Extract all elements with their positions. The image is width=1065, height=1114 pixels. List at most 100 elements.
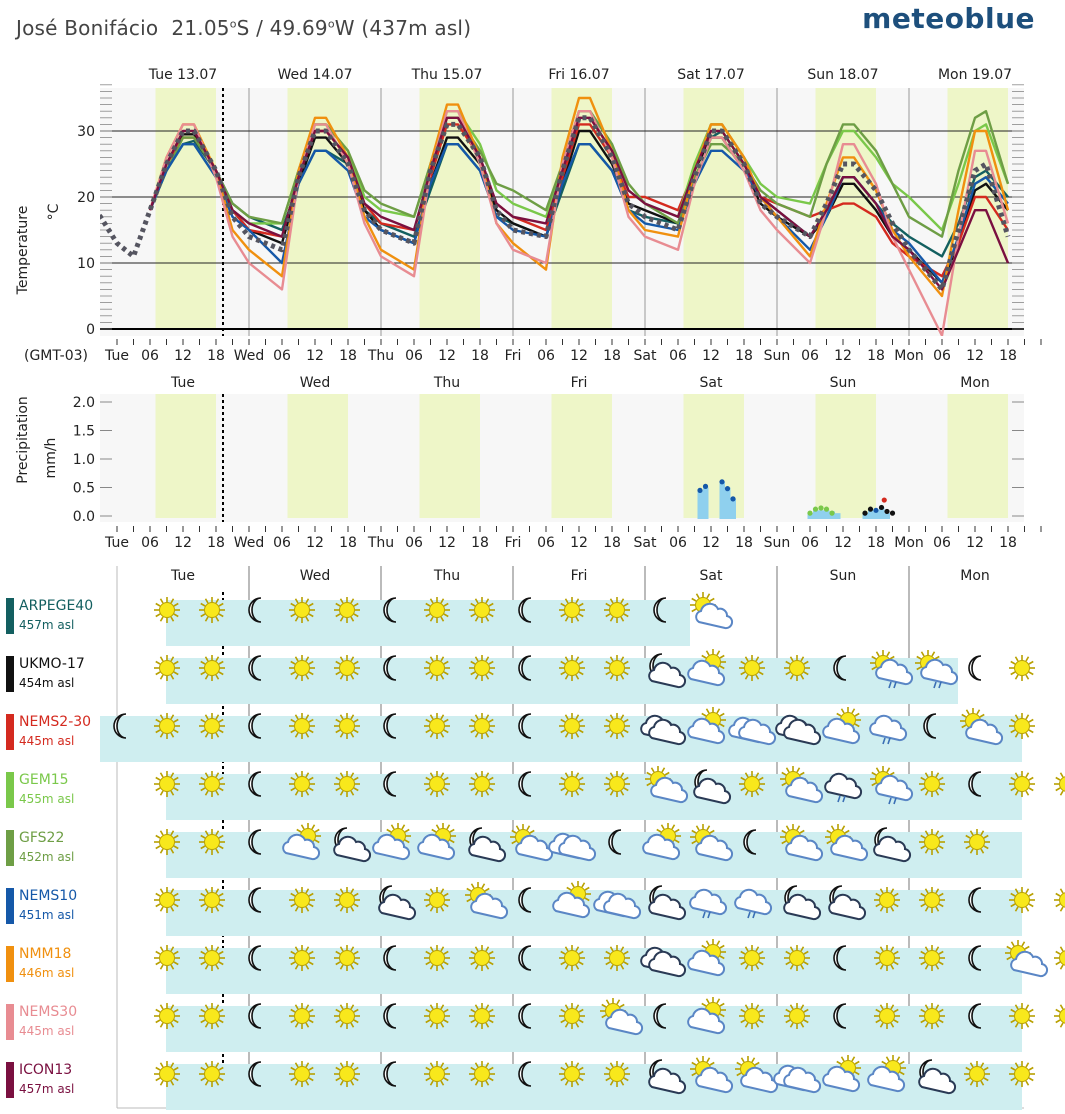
sun-ray xyxy=(159,598,164,604)
sunCloud-icon xyxy=(960,708,1004,746)
sun-ray xyxy=(350,1022,355,1028)
sun-ray xyxy=(314,839,320,844)
sun-ray xyxy=(691,840,697,845)
sun-ray xyxy=(751,1057,756,1063)
temperature-series-nems30 xyxy=(148,110,1010,336)
moon-icon xyxy=(248,1061,262,1087)
sun-ray xyxy=(335,613,341,618)
model-row-arpege40: ARPEGE40 457m asl xyxy=(6,592,734,646)
sun-ray xyxy=(564,1022,569,1028)
model-row-nems2-30: NEMS2-30 445m asl xyxy=(6,707,1035,762)
sun-ray xyxy=(564,616,569,622)
meteoblue-logo[interactable]: meteoblue xyxy=(862,2,1035,35)
sun-ray xyxy=(440,906,445,912)
precipitation-axis-label: Precipitation xyxy=(15,396,31,484)
sunCloud-icon xyxy=(780,766,824,804)
sun-ray xyxy=(983,1077,989,1082)
axis-hour-label: 06 xyxy=(405,348,423,364)
sun-ray xyxy=(609,656,614,662)
sun-ray xyxy=(755,790,760,796)
sun-ray xyxy=(353,718,359,723)
sun-ray xyxy=(796,767,801,773)
sun-icon xyxy=(1054,1004,1065,1028)
precipitation-dot xyxy=(697,487,703,493)
sun-ray xyxy=(1028,1077,1034,1082)
sun-ray xyxy=(609,714,614,720)
sun-ray xyxy=(1025,772,1030,778)
sun-ray xyxy=(851,708,856,714)
sun-ray xyxy=(744,656,749,662)
sun-ray xyxy=(204,1022,209,1028)
sun-ray xyxy=(1025,1022,1030,1028)
sun-ray xyxy=(920,651,925,657)
axis-day-label: Thu xyxy=(367,535,394,551)
cloud-shape xyxy=(378,893,417,921)
sun-ray xyxy=(1010,718,1016,723)
precipitation-bar xyxy=(862,513,868,519)
sun-ray xyxy=(781,771,787,776)
sun-ray xyxy=(353,892,359,897)
cloud-shape xyxy=(468,835,507,863)
sun-ray xyxy=(488,776,494,781)
sun-ray xyxy=(429,598,434,604)
sun-icon xyxy=(739,1003,765,1029)
sun-ray xyxy=(425,903,431,908)
sun-ray xyxy=(1059,1004,1064,1010)
moon-shape xyxy=(248,597,262,623)
sun-ray xyxy=(488,671,494,676)
moon-icon xyxy=(968,1003,982,1029)
day-header-label: Fri 16.07 xyxy=(548,67,609,83)
sun-ray xyxy=(440,790,445,796)
sun-ray xyxy=(155,903,161,908)
sun-ray xyxy=(620,714,625,720)
sun-ray xyxy=(836,1060,842,1065)
axis-hour-label: 12 xyxy=(306,535,324,551)
sun-ray xyxy=(429,946,434,952)
cloud-shape xyxy=(734,888,773,916)
sun-ray xyxy=(485,964,490,970)
sun-disc xyxy=(744,776,760,792)
sun-ray xyxy=(339,964,344,970)
sunCloud-icon xyxy=(690,824,734,862)
sun-disc xyxy=(429,660,445,676)
sun-ray xyxy=(620,790,625,796)
sun-icon xyxy=(739,945,765,971)
precip-day-header: Thu xyxy=(433,375,460,391)
sun-ray xyxy=(875,950,881,955)
sun-ray xyxy=(979,713,985,718)
sun-ray xyxy=(564,1062,569,1068)
sun-ray xyxy=(470,1066,476,1071)
sun-ray xyxy=(335,1008,341,1013)
sun-ray xyxy=(204,848,209,854)
sun-ray xyxy=(1014,656,1019,662)
sun-ray xyxy=(159,732,164,738)
sun-ray xyxy=(560,613,566,618)
sun-ray xyxy=(701,654,707,659)
sun-ray xyxy=(350,946,355,952)
sun-icon xyxy=(784,945,810,971)
sun-ray xyxy=(170,830,175,836)
sun-disc xyxy=(429,1066,445,1082)
sun-ray xyxy=(305,714,310,720)
sun-ray xyxy=(308,718,314,723)
sun-ray xyxy=(305,790,310,796)
model-name-label: UKMO-17 xyxy=(19,656,85,672)
sun-ray xyxy=(215,888,220,894)
sun-ray xyxy=(200,718,206,723)
sun-ray xyxy=(575,714,580,720)
sun-ray xyxy=(155,961,161,966)
sun-ray xyxy=(800,656,805,662)
sun-disc xyxy=(159,892,175,908)
cloud-shape xyxy=(918,1067,957,1095)
axis-hour-label: 18 xyxy=(603,535,621,551)
precipitation-dot xyxy=(862,510,868,516)
sun-ray xyxy=(789,674,794,680)
sun-ray xyxy=(204,1004,209,1010)
sun-ray xyxy=(335,1077,341,1082)
cloudSun-icon xyxy=(642,823,681,861)
sun-ray xyxy=(890,1004,895,1010)
sun-ray xyxy=(924,790,929,796)
cloud-shape xyxy=(869,714,908,742)
sun-ray xyxy=(1028,660,1034,665)
sun-disc xyxy=(474,602,490,618)
